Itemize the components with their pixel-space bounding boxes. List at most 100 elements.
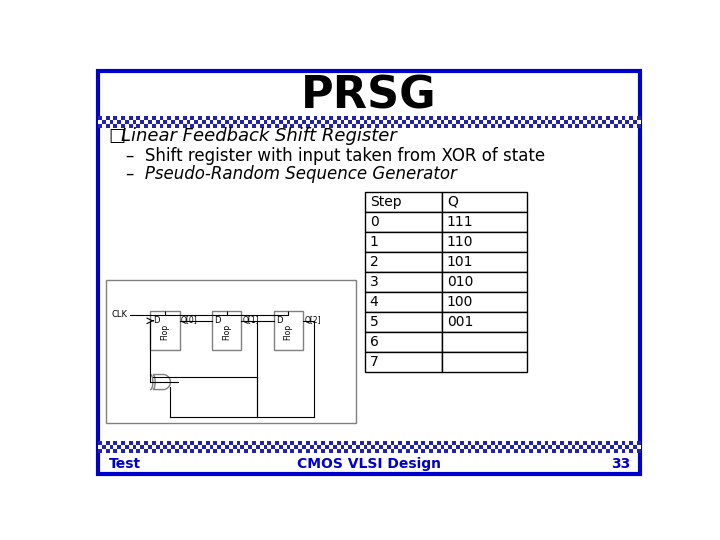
Bar	[402, 449, 406, 453]
Bar	[410, 124, 414, 128]
Bar	[348, 441, 352, 445]
Bar	[606, 120, 610, 124]
Bar	[144, 449, 148, 453]
Bar	[506, 117, 510, 120]
Bar	[495, 120, 498, 124]
Bar	[567, 449, 572, 453]
Bar	[256, 117, 260, 120]
Bar	[294, 445, 298, 449]
Bar	[102, 117, 106, 120]
Bar	[106, 280, 356, 423]
Bar	[514, 449, 518, 453]
Bar	[333, 124, 337, 128]
Bar	[237, 120, 240, 124]
Bar	[252, 120, 256, 124]
Bar	[152, 449, 156, 453]
Bar	[202, 445, 206, 449]
Bar	[529, 120, 533, 124]
Bar	[360, 445, 364, 449]
Bar	[579, 120, 583, 124]
Bar	[171, 120, 175, 124]
Bar	[421, 120, 426, 124]
Bar	[579, 445, 583, 449]
Bar	[333, 441, 337, 445]
Text: 6: 6	[370, 335, 379, 349]
Bar	[264, 449, 267, 453]
Bar	[521, 445, 526, 449]
Bar	[264, 124, 267, 128]
Bar	[148, 117, 152, 120]
Bar	[395, 120, 398, 124]
Bar	[306, 441, 310, 445]
Bar	[560, 445, 564, 449]
Bar	[567, 441, 572, 445]
Bar	[444, 117, 449, 120]
Bar	[441, 441, 444, 445]
Bar	[137, 441, 140, 445]
Bar	[352, 117, 356, 120]
Bar	[560, 449, 564, 453]
Bar	[352, 449, 356, 453]
Bar	[252, 441, 256, 445]
Bar	[179, 445, 183, 449]
Bar	[365, 312, 442, 332]
Bar	[186, 445, 190, 449]
Bar	[514, 124, 518, 128]
Bar	[237, 449, 240, 453]
Bar	[475, 449, 479, 453]
Bar	[106, 120, 109, 124]
Bar	[510, 445, 514, 449]
Bar	[163, 124, 167, 128]
Bar	[121, 441, 125, 445]
Bar	[221, 441, 225, 445]
Bar	[344, 120, 348, 124]
Bar	[541, 449, 544, 453]
Bar	[564, 449, 567, 453]
Bar	[379, 445, 383, 449]
Bar	[603, 445, 606, 449]
Bar	[102, 120, 106, 124]
Bar	[264, 441, 267, 445]
Bar	[144, 445, 148, 449]
Bar	[414, 124, 418, 128]
Bar	[533, 441, 537, 445]
Bar	[183, 120, 186, 124]
Bar	[267, 445, 271, 449]
Bar	[498, 124, 503, 128]
Bar	[418, 441, 421, 445]
Bar	[325, 441, 329, 445]
Text: Linear Feedback Shift Register: Linear Feedback Shift Register	[121, 127, 397, 145]
Bar	[442, 192, 527, 212]
Bar	[503, 445, 506, 449]
Bar	[503, 441, 506, 445]
Bar	[98, 445, 102, 449]
Bar	[144, 124, 148, 128]
Bar	[267, 117, 271, 120]
Bar	[426, 445, 429, 449]
Bar	[549, 120, 552, 124]
Bar	[129, 445, 132, 449]
Bar	[526, 120, 529, 124]
Bar	[433, 117, 437, 120]
Bar	[387, 124, 390, 128]
Bar	[621, 120, 626, 124]
Bar	[163, 445, 167, 449]
Bar	[248, 120, 252, 124]
Bar	[637, 445, 641, 449]
Bar	[156, 441, 160, 445]
Bar	[333, 445, 337, 449]
Bar	[344, 124, 348, 128]
Bar	[140, 445, 144, 449]
Bar	[356, 445, 360, 449]
Text: 1: 1	[370, 235, 379, 249]
Bar	[240, 445, 244, 449]
Bar	[441, 124, 444, 128]
Bar	[383, 120, 387, 124]
Bar	[109, 445, 113, 449]
Bar	[464, 445, 467, 449]
Bar	[610, 445, 614, 449]
Bar	[590, 445, 595, 449]
Bar	[537, 124, 541, 128]
Bar	[626, 445, 629, 449]
Bar	[452, 117, 456, 120]
